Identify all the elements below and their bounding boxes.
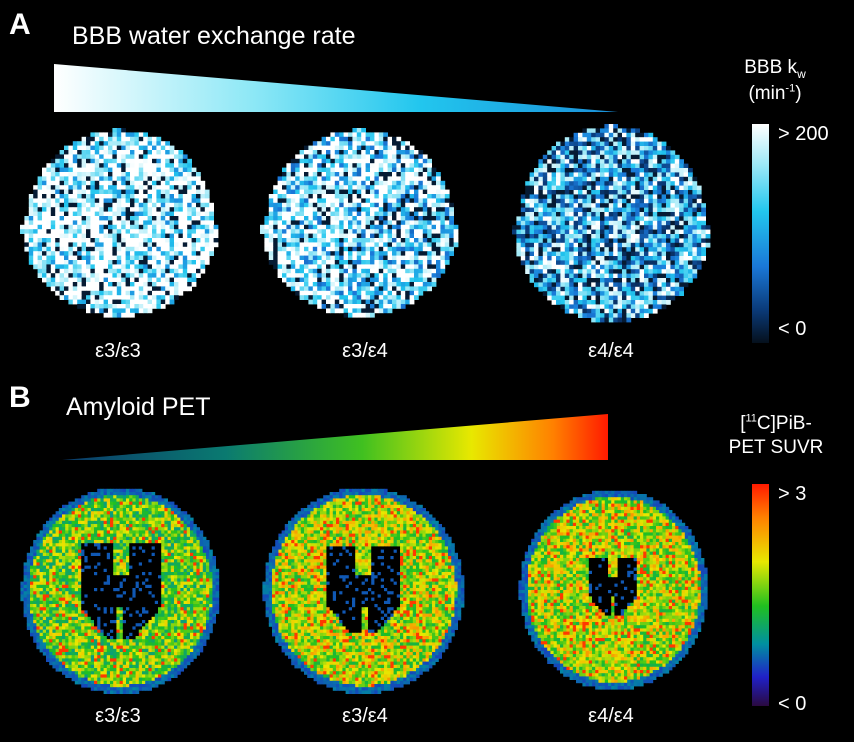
panel-b-title: Amyloid PET [66, 393, 211, 421]
genotype-label-a2: ε3/ε4 [342, 340, 388, 362]
colorbar-a-title: BBB kw (min-1) [744, 57, 806, 104]
panel-a-title: BBB water exchange rate [72, 22, 356, 50]
brain-kw-map-e4e4 [512, 124, 711, 323]
colorbar-pet [752, 484, 769, 706]
brain-kw-map-e3e4 [260, 128, 459, 318]
colorbar-b-min-label: < 0 [778, 693, 807, 715]
brain-kw-map-e3e3 [20, 128, 219, 318]
decreasing-wedge-graphic [54, 64, 618, 112]
colorbar-b-max-label: > 3 [778, 483, 807, 505]
genotype-label-b1: ε3/ε3 [95, 705, 141, 727]
brain-pet-map-e3e4 [262, 488, 465, 694]
colorbar-b-title: [11C]PiB- PET SUVR [728, 412, 824, 458]
genotype-label-a1: ε3/ε3 [95, 340, 141, 362]
colorbar-a-max-label: > 200 [778, 123, 829, 145]
brain-pet-map-e4e4 [518, 490, 708, 690]
colorbar-kw [752, 124, 769, 343]
brain-pet-map-e3e3 [20, 488, 220, 694]
genotype-label-b3: ε4/ε4 [588, 705, 634, 727]
increasing-wedge-graphic [62, 414, 608, 460]
panel-b-letter: B [9, 381, 31, 414]
genotype-label-a3: ε4/ε4 [588, 340, 634, 362]
panel-a-letter: A [9, 8, 31, 41]
colorbar-a-min-label: < 0 [778, 318, 807, 340]
genotype-label-b2: ε3/ε4 [342, 705, 388, 727]
